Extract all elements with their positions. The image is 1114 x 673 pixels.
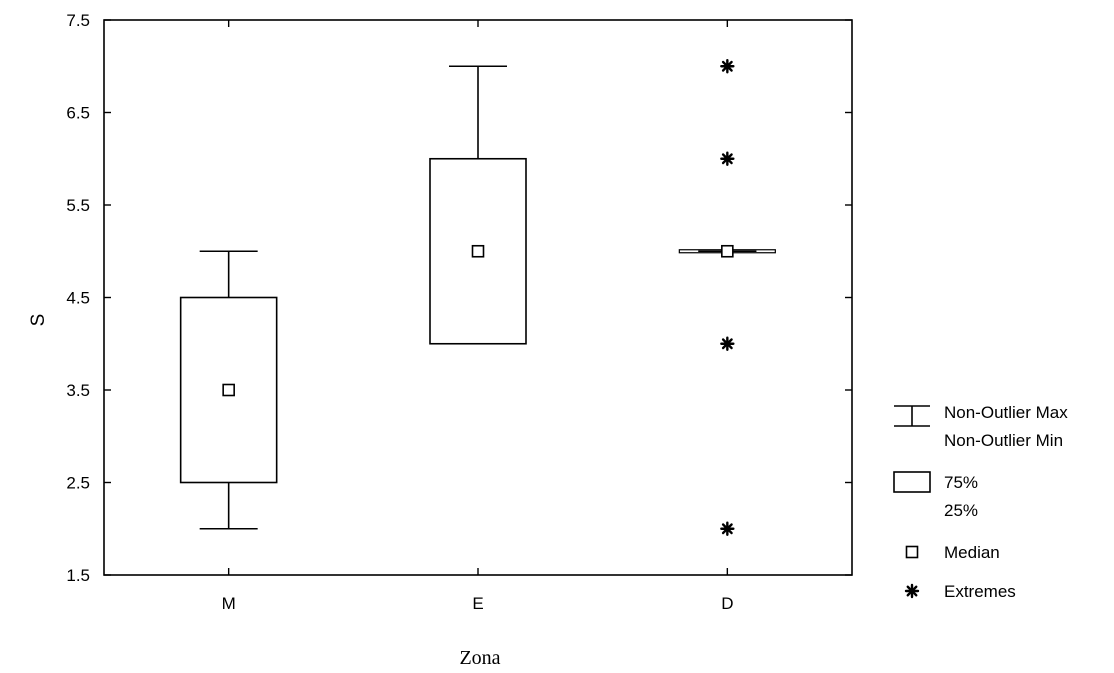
extreme-point — [720, 59, 735, 74]
median-marker — [471, 244, 485, 258]
y-axis-title: S — [28, 314, 49, 327]
legend-item-extreme-star: Extremes — [904, 582, 1016, 601]
box-iqr — [179, 296, 278, 484]
legend-item-box: 75%25% — [893, 471, 978, 520]
x-axis-title: Zona — [459, 647, 500, 669]
box-series — [179, 59, 776, 536]
legend-label: 25% — [944, 501, 978, 520]
y-tick-label: 5.5 — [66, 196, 90, 215]
legend-label: 75% — [944, 473, 978, 492]
x-tick-label: M — [222, 594, 236, 613]
y-tick-label: 4.5 — [66, 289, 90, 308]
box-iqr — [429, 157, 527, 345]
legend-extreme-star — [904, 583, 920, 599]
legend-item-median-square: Median — [905, 543, 1000, 562]
y-tick-label: 1.5 — [66, 566, 90, 585]
y-tick-label: 3.5 — [66, 381, 90, 400]
extreme-point — [720, 521, 735, 536]
legend-label: Non-Outlier Min — [944, 431, 1063, 450]
x-tick-label: E — [472, 594, 483, 613]
legend-median-square — [905, 545, 919, 559]
legend-label: Median — [944, 543, 1000, 562]
legend-box — [893, 471, 931, 493]
y-axis: 1.5 2.5 3.5 4.5 5.5 6.5 7.5 — [66, 11, 852, 585]
y-tick-label: 2.5 — [66, 474, 90, 493]
y-tick-label: 7.5 — [66, 11, 90, 30]
y-tick-label: 6.5 — [66, 104, 90, 123]
box-E — [429, 65, 527, 345]
legend-item-whisker: Non-Outlier Max Non-Outlier Min — [894, 403, 1068, 450]
box-M — [179, 250, 278, 530]
legend-label: Extremes — [944, 582, 1016, 601]
extreme-point — [720, 336, 735, 351]
box-D — [678, 59, 776, 536]
median-marker — [222, 383, 235, 397]
legend-label: Non-Outlier Max — [944, 403, 1068, 422]
extreme-point — [720, 151, 735, 166]
median-marker — [721, 244, 734, 258]
x-tick-label: D — [721, 594, 733, 613]
